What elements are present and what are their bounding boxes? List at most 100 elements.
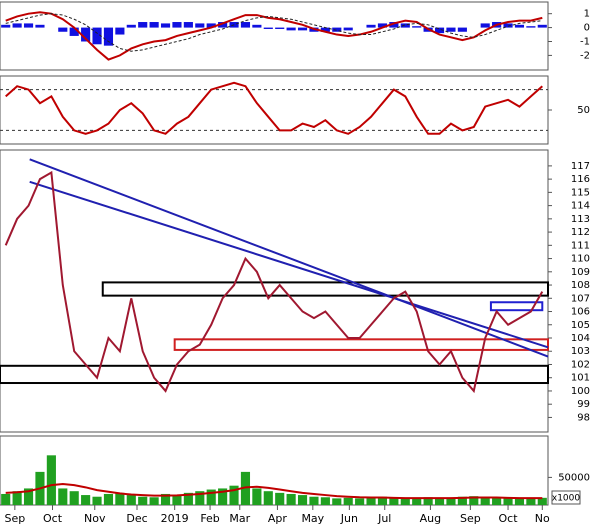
y-tick-label: -2 bbox=[580, 50, 590, 61]
x-tick-label: Mar bbox=[229, 512, 250, 525]
y-tick-label: 101 bbox=[571, 373, 590, 384]
bar bbox=[195, 491, 205, 505]
y-tick-label: 113 bbox=[571, 214, 590, 225]
bar bbox=[434, 27, 445, 34]
box-annotation bbox=[0, 364, 549, 385]
bar bbox=[400, 498, 410, 505]
bar bbox=[69, 491, 79, 505]
bar bbox=[297, 495, 308, 505]
bar bbox=[160, 493, 171, 505]
bar bbox=[58, 488, 68, 505]
trendline bbox=[29, 180, 549, 349]
bar bbox=[309, 496, 319, 505]
x-tick-label: Oct bbox=[43, 512, 63, 525]
series-line bbox=[5, 13, 543, 52]
y-tick-label: 0 bbox=[584, 23, 590, 34]
y-tick-label: 103 bbox=[571, 346, 590, 357]
bar bbox=[92, 496, 102, 505]
bar bbox=[320, 497, 330, 505]
bar bbox=[252, 24, 262, 28]
series-line bbox=[5, 483, 543, 500]
y-tick-label: 1 bbox=[584, 9, 590, 20]
bar bbox=[492, 497, 502, 505]
bar bbox=[229, 485, 239, 505]
x-tick-label: Feb bbox=[200, 512, 219, 525]
bar bbox=[286, 27, 296, 31]
bar bbox=[69, 27, 79, 36]
unit-box bbox=[551, 490, 581, 505]
trendline bbox=[29, 158, 549, 358]
bar bbox=[23, 488, 34, 505]
x-tick-label: May bbox=[301, 512, 324, 525]
y-tick-label: 50 bbox=[577, 105, 590, 116]
bar bbox=[126, 24, 136, 28]
bar bbox=[263, 27, 273, 29]
bar bbox=[377, 496, 388, 505]
bar bbox=[480, 497, 490, 505]
bar bbox=[103, 27, 114, 46]
bar bbox=[457, 27, 467, 32]
bar bbox=[320, 27, 330, 32]
bar bbox=[514, 24, 525, 28]
box-annotation bbox=[101, 281, 549, 297]
y-tick-label: 104 bbox=[571, 333, 590, 344]
bar bbox=[263, 491, 273, 505]
bar bbox=[480, 23, 490, 28]
x-tick-label: Aug bbox=[420, 512, 441, 525]
bar bbox=[12, 23, 22, 28]
bar bbox=[457, 496, 467, 505]
x-tick-label: Jun bbox=[340, 512, 358, 525]
bar bbox=[423, 497, 433, 505]
x-tick-label: Nov bbox=[84, 512, 106, 525]
bar bbox=[412, 26, 422, 28]
bar bbox=[240, 471, 251, 505]
bar bbox=[149, 22, 159, 28]
unit-label: x1000 bbox=[552, 494, 581, 504]
bar bbox=[149, 497, 159, 505]
bar bbox=[275, 492, 285, 505]
y-tick-label: 99 bbox=[577, 399, 590, 410]
panel-frame bbox=[0, 435, 549, 506]
bar bbox=[446, 27, 456, 32]
x-tick-label: Sep bbox=[4, 512, 25, 525]
bar bbox=[514, 498, 525, 505]
bar bbox=[537, 497, 547, 505]
bar bbox=[1, 24, 11, 28]
y-tick-label: 114 bbox=[571, 201, 590, 212]
y-tick-label: 100 bbox=[571, 386, 590, 397]
bar bbox=[412, 498, 422, 505]
bar bbox=[183, 22, 193, 28]
y-tick-label: 111 bbox=[571, 240, 590, 251]
bar bbox=[526, 26, 536, 28]
x-tick-label: Apr bbox=[268, 512, 288, 525]
bar bbox=[218, 22, 228, 28]
bar bbox=[389, 22, 399, 28]
bar bbox=[240, 22, 251, 28]
y-tick-label: 115 bbox=[571, 187, 590, 198]
box-annotation bbox=[173, 338, 550, 351]
bar bbox=[23, 23, 34, 28]
bar bbox=[160, 23, 171, 28]
y-tick-label: 116 bbox=[571, 174, 590, 185]
bar bbox=[446, 498, 456, 505]
y-tick-label: -1 bbox=[580, 36, 590, 47]
bar bbox=[400, 23, 410, 28]
y-tick-label: 98 bbox=[577, 412, 590, 423]
y-tick-label: 50000 bbox=[558, 472, 590, 483]
bar bbox=[218, 488, 228, 505]
bar bbox=[81, 495, 91, 505]
y-tick-label: 109 bbox=[571, 267, 590, 278]
bar bbox=[81, 27, 91, 42]
bar bbox=[503, 498, 513, 505]
bar bbox=[126, 495, 136, 505]
bar bbox=[35, 24, 45, 28]
bar bbox=[58, 27, 68, 32]
bar bbox=[537, 24, 547, 28]
bar bbox=[92, 27, 102, 45]
bar bbox=[275, 27, 285, 29]
bar bbox=[366, 497, 376, 505]
bar bbox=[297, 27, 308, 31]
y-tick-label: 110 bbox=[571, 254, 590, 265]
